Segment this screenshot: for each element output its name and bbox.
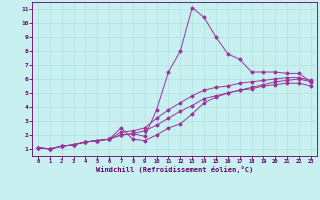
X-axis label: Windchill (Refroidissement éolien,°C): Windchill (Refroidissement éolien,°C): [96, 166, 253, 173]
